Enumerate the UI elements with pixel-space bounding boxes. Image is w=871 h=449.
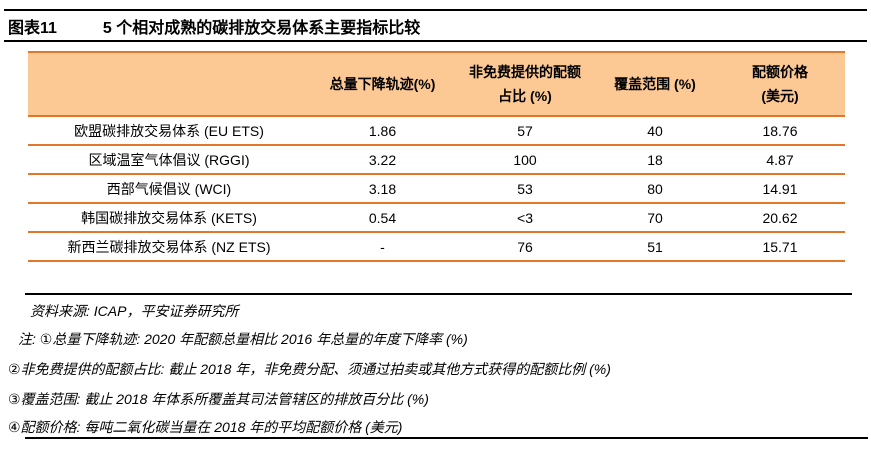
header-cell-price: 配额价格 (美元) (715, 51, 845, 117)
title-bottom-rule (4, 40, 867, 42)
row-name: 新西兰碳排放交易体系 (NZ ETS) (28, 232, 310, 262)
source-line: 资料来源: ICAP，平安证券研究所 (30, 303, 239, 319)
table-row: 欧盟碳排放交易体系 (EU ETS) 1.86 57 40 18.76 (28, 116, 845, 146)
row-value: 70 (595, 203, 715, 233)
source-top-rule (25, 293, 852, 295)
table-header-row: 总量下降轨迹(%) 非免费提供的配额 占比 (%) 覆盖范围 (%) 配额价格 … (28, 51, 845, 117)
figure-label: 图表11 (8, 20, 57, 37)
row-value: 80 (595, 174, 715, 204)
row-value: 4.87 (715, 145, 845, 175)
row-name: 韩国碳排放交易体系 (KETS) (28, 203, 310, 233)
row-value: <3 (455, 203, 595, 233)
row-value: 53 (455, 174, 595, 204)
row-value: - (310, 232, 455, 262)
bottom-rule (25, 437, 868, 439)
row-name: 欧盟碳排放交易体系 (EU ETS) (28, 116, 310, 146)
row-value: 57 (455, 116, 595, 146)
carbon-ets-comparison-table: 总量下降轨迹(%) 非免费提供的配额 占比 (%) 覆盖范围 (%) 配额价格 … (28, 51, 845, 262)
note-line-1: 注: ①总量下降轨迹: 2020 年配额总量相比 2016 年总量的年度下降率 … (18, 331, 468, 347)
note-line-2: ②非免费提供的配额占比: 截止 2018 年，非免费分配、须通过拍卖或其他方式获… (8, 361, 611, 377)
row-value: 18.76 (715, 116, 845, 146)
row-value: 20.62 (715, 203, 845, 233)
table-row: 新西兰碳排放交易体系 (NZ ETS) - 76 51 15.71 (28, 232, 845, 262)
row-value: 51 (595, 232, 715, 262)
row-value: 3.22 (310, 145, 455, 175)
figure-title: 5 个相对成熟的碳排放交易体系主要指标比较 (102, 20, 421, 37)
row-value: 76 (455, 232, 595, 262)
table-row: 西部气候倡议 (WCI) 3.18 53 80 14.91 (28, 174, 845, 204)
header-cell-nonfree-share: 非免费提供的配额 占比 (%) (455, 51, 595, 117)
row-value: 40 (595, 116, 715, 146)
note-line-3: ③覆盖范围: 截止 2018 年体系所覆盖其司法管辖区的排放百分比 (%) (8, 391, 429, 407)
figure-title-row: 图表11 5 个相对成熟的碳排放交易体系主要指标比较 (8, 14, 420, 38)
table-row: 韩国碳排放交易体系 (KETS) 0.54 <3 70 20.62 (28, 203, 845, 233)
row-value: 3.18 (310, 174, 455, 204)
header-cell-name (28, 51, 310, 117)
row-value: 18 (595, 145, 715, 175)
row-value: 14.91 (715, 174, 845, 204)
header-cell-cap-decline: 总量下降轨迹(%) (310, 51, 455, 117)
row-name: 区域温室气体倡议 (RGGI) (28, 145, 310, 175)
top-rule (4, 9, 867, 11)
table-row: 区域温室气体倡议 (RGGI) 3.22 100 18 4.87 (28, 145, 845, 175)
row-value: 0.54 (310, 203, 455, 233)
row-value: 15.71 (715, 232, 845, 262)
row-value: 1.86 (310, 116, 455, 146)
header-cell-coverage: 覆盖范围 (%) (595, 51, 715, 117)
row-value: 100 (455, 145, 595, 175)
note-line-4: ④配额价格: 每吨二氧化碳当量在 2018 年的平均配额价格 (美元) (8, 419, 403, 435)
row-name: 西部气候倡议 (WCI) (28, 174, 310, 204)
